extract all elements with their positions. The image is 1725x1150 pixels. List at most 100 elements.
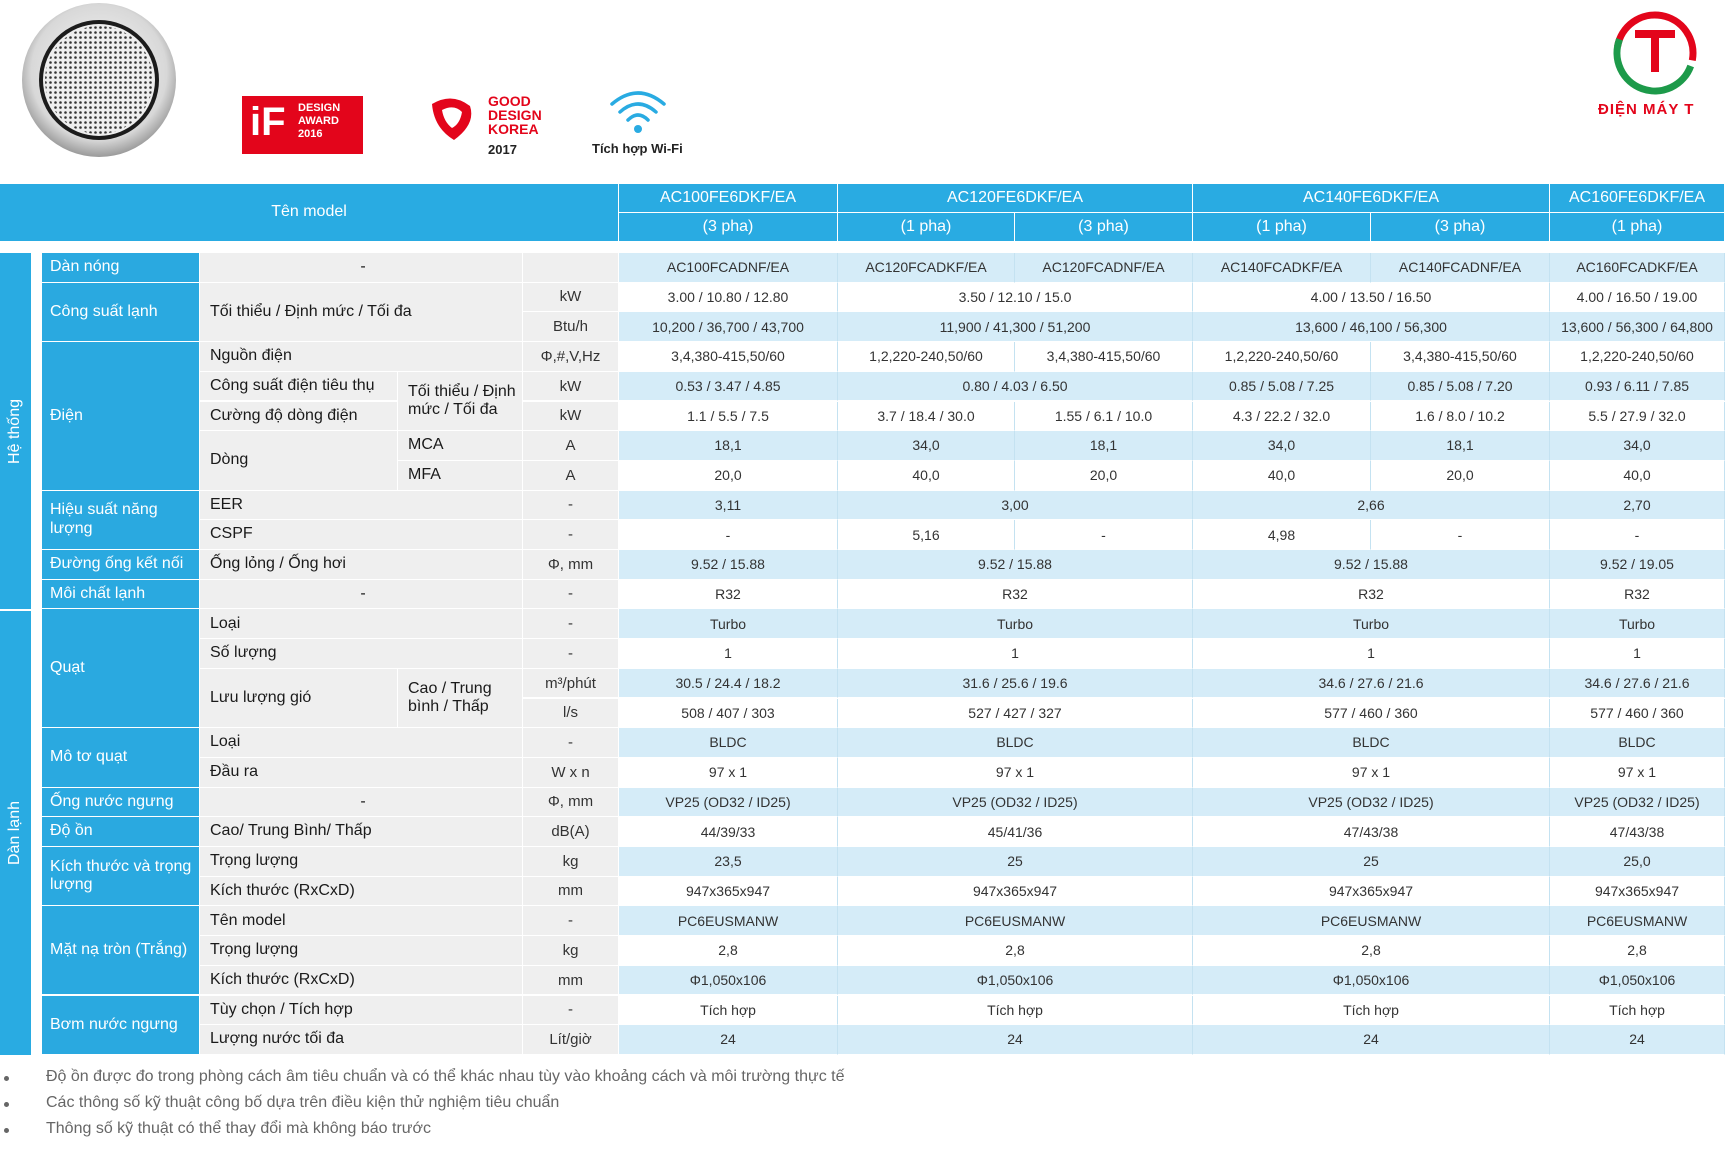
value-cell: 4,98 bbox=[1193, 520, 1371, 550]
header-cell: Tên model bbox=[0, 184, 619, 242]
unit-label: Φ, mm bbox=[523, 787, 619, 818]
unit-label: - bbox=[523, 490, 619, 521]
value-cell: - bbox=[1015, 520, 1193, 550]
value-cell: Φ1,050x106 bbox=[619, 965, 838, 996]
value-cell: 20,0 bbox=[1371, 460, 1550, 491]
value-cell: 20,0 bbox=[619, 460, 838, 491]
value-cell: 508 / 407 / 303 bbox=[619, 698, 838, 729]
value-cell: 4.3 / 22.2 / 32.0 bbox=[1193, 401, 1371, 432]
gdk-line: GOOD bbox=[488, 93, 531, 109]
value-cell: 1,2,220-240,50/60 bbox=[1193, 342, 1371, 372]
value-cell: VP25 (OD32 / ID25) bbox=[838, 787, 1193, 818]
value-cell: PC6EUSMANW bbox=[619, 906, 838, 937]
section-label: Môi chất lạnh bbox=[42, 579, 200, 610]
value-cell: VP25 (OD32 / ID25) bbox=[619, 787, 838, 818]
item-label: Dòng bbox=[200, 431, 398, 491]
value-cell: - bbox=[1371, 520, 1550, 550]
gdk-icon bbox=[432, 98, 472, 140]
section-label: Dàn nóng bbox=[42, 253, 200, 283]
value-cell: 4.00 / 13.50 / 16.50 bbox=[1193, 282, 1550, 313]
value-cell: 3,00 bbox=[838, 490, 1193, 521]
value-cell: 0.85 / 5.08 / 7.25 bbox=[1193, 371, 1371, 402]
value-cell: 40,0 bbox=[1193, 460, 1371, 491]
value-cell: 40,0 bbox=[838, 460, 1015, 491]
unit-label: - bbox=[523, 906, 619, 937]
value-cell: Turbo bbox=[1550, 609, 1725, 640]
value-cell: BLDC bbox=[1193, 728, 1550, 758]
unit-label: W x n bbox=[523, 757, 619, 788]
item-label: Ống lỏng / Ống hơi bbox=[200, 550, 523, 580]
value-cell: 24 bbox=[838, 1025, 1193, 1055]
model-phase: (1 pha) bbox=[1550, 213, 1725, 242]
value-cell: 30.5 / 24.4 / 18.2 bbox=[619, 668, 838, 699]
model-phase: (3 pha) bbox=[1371, 213, 1550, 242]
value-cell: VP25 (OD32 / ID25) bbox=[1193, 787, 1550, 818]
unit-label bbox=[523, 253, 619, 283]
value-cell: AC140FCADKF/EA bbox=[1193, 253, 1371, 283]
unit-label: - bbox=[523, 520, 619, 550]
value-cell: PC6EUSMANW bbox=[1550, 906, 1725, 937]
value-cell: Turbo bbox=[1193, 609, 1550, 640]
value-cell: 34.6 / 27.6 / 21.6 bbox=[1193, 668, 1550, 699]
model-phase: (1 pha) bbox=[838, 213, 1015, 242]
value-cell: AC140FCADNF/EA bbox=[1371, 253, 1550, 283]
detail-label: MFA bbox=[398, 460, 523, 491]
value-cell: Φ1,050x106 bbox=[1550, 965, 1725, 996]
group-label: Dàn lạnh bbox=[0, 611, 31, 1055]
if-award-line: DESIGN bbox=[298, 102, 341, 114]
section-label: Mô tơ quạt bbox=[42, 728, 200, 788]
unit-label: Btu/h bbox=[523, 312, 619, 343]
item-label: Trọng lượng bbox=[200, 847, 523, 877]
if-logo: iF bbox=[250, 100, 286, 144]
value-cell: 0.93 / 6.11 / 7.85 bbox=[1550, 371, 1725, 402]
value-cell: 1 bbox=[619, 639, 838, 669]
value-cell: 2,70 bbox=[1550, 490, 1725, 521]
item-label: Tên model bbox=[200, 906, 523, 937]
value-cell: 9.52 / 15.88 bbox=[838, 550, 1193, 580]
value-cell: 947x365x947 bbox=[619, 876, 838, 907]
note-bullet bbox=[4, 1076, 9, 1081]
section-label: Kích thước và trọng lượng bbox=[42, 847, 200, 907]
value-cell: 527 / 427 / 327 bbox=[838, 698, 1193, 729]
item-label: - bbox=[200, 787, 523, 818]
value-cell: 44/39/33 bbox=[619, 817, 838, 847]
value-cell: 34.6 / 27.6 / 21.6 bbox=[1550, 668, 1725, 699]
section-label: Ống nước ngưng bbox=[42, 787, 200, 818]
section-label: Độ ồn bbox=[42, 817, 200, 847]
value-cell: 1,2,220-240,50/60 bbox=[838, 342, 1015, 372]
value-cell: 577 / 460 / 360 bbox=[1193, 698, 1550, 729]
value-cell: 0.85 / 5.08 / 7.20 bbox=[1371, 371, 1550, 402]
item-label: Kích thước (RxCxD) bbox=[200, 876, 523, 907]
unit-label: l/s bbox=[523, 698, 619, 729]
value-cell: 34,0 bbox=[1193, 431, 1371, 461]
unit-label: - bbox=[523, 639, 619, 669]
unit-label: Φ, mm bbox=[523, 550, 619, 580]
if-badge: iF DESIGN AWARD 2016 bbox=[242, 96, 363, 154]
model-name: AC140FE6DKF/EA bbox=[1193, 184, 1550, 213]
unit-label: kW bbox=[523, 371, 619, 402]
wifi-icon bbox=[610, 91, 666, 133]
value-cell: Turbo bbox=[619, 609, 838, 640]
note: Thông số kỹ thuật có thể thay đổi mà khô… bbox=[46, 1120, 431, 1137]
note: Các thông số kỹ thuật công bố dựa trên đ… bbox=[46, 1094, 560, 1111]
unit-label: Φ,#,V,Hz bbox=[523, 342, 619, 372]
value-cell: 3,4,380-415,50/60 bbox=[1371, 342, 1550, 372]
value-cell: VP25 (OD32 / ID25) bbox=[1550, 787, 1725, 818]
value-cell: 1 bbox=[1193, 639, 1550, 669]
value-cell: 24 bbox=[1193, 1025, 1550, 1055]
unit-label: A bbox=[523, 460, 619, 491]
item-label: EER bbox=[200, 490, 523, 521]
value-cell: 1.55 / 6.1 / 10.0 bbox=[1015, 401, 1193, 432]
value-cell: 18,1 bbox=[1371, 431, 1550, 461]
model-phase: (3 pha) bbox=[1015, 213, 1193, 242]
value-cell: 947x365x947 bbox=[1550, 876, 1725, 907]
value-cell: 0.80 / 4.03 / 6.50 bbox=[838, 371, 1193, 402]
item-label: Lượng nước tối đa bbox=[200, 1025, 523, 1055]
brand-icon bbox=[1613, 11, 1697, 95]
value-cell: 23,5 bbox=[619, 847, 838, 877]
value-cell: AC120FCADNF/EA bbox=[1015, 253, 1193, 283]
detail-label: MCA bbox=[398, 431, 523, 461]
section-label: Bơm nước ngưng bbox=[42, 995, 200, 1055]
value-cell: AC100FCADNF/EA bbox=[619, 253, 838, 283]
value-cell: 9.52 / 19.05 bbox=[1550, 550, 1725, 580]
